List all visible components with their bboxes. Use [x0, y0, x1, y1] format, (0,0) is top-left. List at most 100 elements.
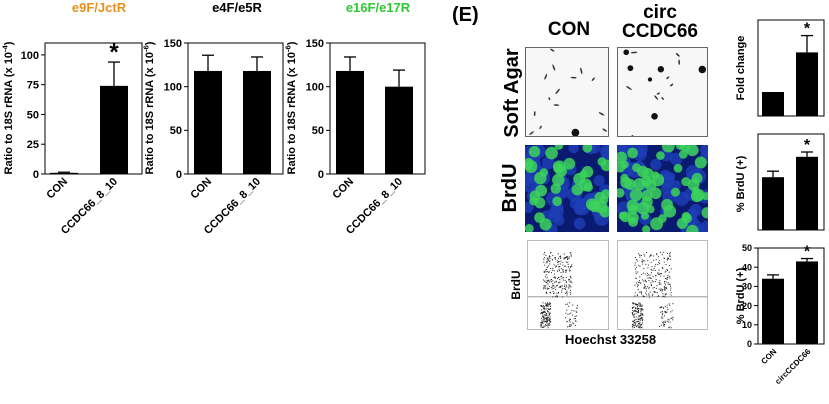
event-dot	[560, 272, 562, 274]
event-dot	[563, 277, 565, 279]
event-dot	[650, 282, 652, 284]
event-dot	[543, 317, 545, 319]
event-dot	[556, 295, 558, 297]
event-dot	[569, 325, 571, 327]
event-dot	[638, 291, 640, 293]
event-dot	[549, 321, 551, 323]
event-dot	[653, 255, 655, 257]
nucleus	[671, 180, 682, 191]
axis-label: % BrdU (+)	[735, 155, 747, 212]
event-dot	[555, 281, 557, 283]
event-dot	[638, 311, 640, 313]
event-dot	[664, 306, 666, 308]
event-dot	[666, 307, 668, 309]
event-dot	[640, 316, 642, 318]
event-dot	[652, 287, 654, 289]
plot-frame	[329, 42, 426, 175]
event-dot	[667, 257, 669, 259]
event-dot	[659, 251, 661, 253]
chart-title: e9F/JctR	[72, 0, 127, 15]
event-dot	[644, 273, 646, 275]
event-dot	[557, 278, 559, 280]
axis-label: Ratio to 18S rRNA (x 10-4)	[1, 41, 15, 174]
event-dot	[545, 308, 547, 310]
event-dot	[636, 258, 638, 260]
event-dot	[636, 260, 638, 262]
brdu-positive-cell	[552, 173, 565, 187]
event-dot	[635, 321, 637, 323]
event-dot	[633, 302, 635, 304]
event-dot	[545, 317, 547, 319]
event-dot	[638, 302, 640, 304]
event-dot	[555, 258, 557, 260]
event-dot	[631, 306, 633, 308]
event-dot	[660, 317, 662, 319]
colony	[555, 88, 560, 95]
event-dot	[638, 315, 640, 317]
event-dot	[646, 275, 648, 277]
colony	[553, 104, 560, 106]
event-dot	[631, 326, 633, 328]
event-dot	[548, 285, 550, 287]
event-dot	[634, 295, 636, 297]
event-dot	[548, 255, 550, 257]
event-dot	[662, 312, 664, 314]
event-dot	[654, 291, 656, 293]
event-dot	[559, 256, 561, 258]
event-dot	[545, 271, 547, 273]
event-dot	[571, 264, 573, 266]
event-dot	[635, 307, 637, 309]
event-dot	[567, 257, 569, 259]
event-dot	[633, 317, 635, 319]
colony	[657, 66, 665, 73]
nucleus	[593, 175, 605, 187]
event-dot	[542, 312, 544, 314]
event-dot	[543, 279, 545, 281]
event-dot	[545, 305, 547, 307]
event-dot	[632, 324, 634, 326]
event-dot	[560, 256, 562, 258]
event-dot	[548, 322, 550, 324]
event-dot	[554, 277, 556, 279]
soft-agar-circ-image	[617, 47, 708, 137]
event-dot	[566, 256, 568, 258]
event-dot	[661, 306, 663, 308]
bar-con	[762, 177, 784, 230]
event-dot	[638, 264, 640, 266]
event-dot	[659, 283, 661, 285]
event-dot	[557, 263, 559, 265]
event-dot	[569, 252, 571, 254]
event-dot	[569, 268, 571, 270]
event-dot	[544, 287, 546, 289]
event-dot	[569, 289, 571, 291]
event-dot	[637, 271, 639, 273]
y-tick-label: 75	[27, 80, 39, 92]
brdu-positive-cell	[539, 168, 549, 177]
event-dot	[570, 312, 572, 314]
significance-star: *	[804, 137, 811, 154]
event-dot	[664, 320, 666, 322]
event-dot	[568, 305, 570, 307]
event-dot	[632, 302, 634, 304]
event-dot	[546, 277, 548, 279]
event-dot	[650, 261, 652, 263]
event-dot	[549, 309, 551, 311]
event-dot	[666, 304, 668, 306]
event-dot	[662, 268, 664, 270]
event-dot	[664, 289, 666, 291]
event-dot	[632, 313, 634, 315]
event-dot	[556, 284, 558, 286]
event-dot	[634, 323, 636, 325]
event-dot	[568, 258, 570, 260]
event-dot	[649, 256, 651, 258]
colony	[627, 65, 634, 72]
event-dot	[641, 327, 643, 329]
event-dot	[637, 311, 639, 313]
event-dot	[640, 282, 642, 284]
event-dot	[565, 303, 567, 305]
brdu-positive-cell	[628, 216, 639, 227]
event-dot	[636, 307, 638, 309]
colony	[552, 64, 556, 71]
event-dot	[569, 285, 571, 287]
event-dot	[541, 306, 543, 308]
